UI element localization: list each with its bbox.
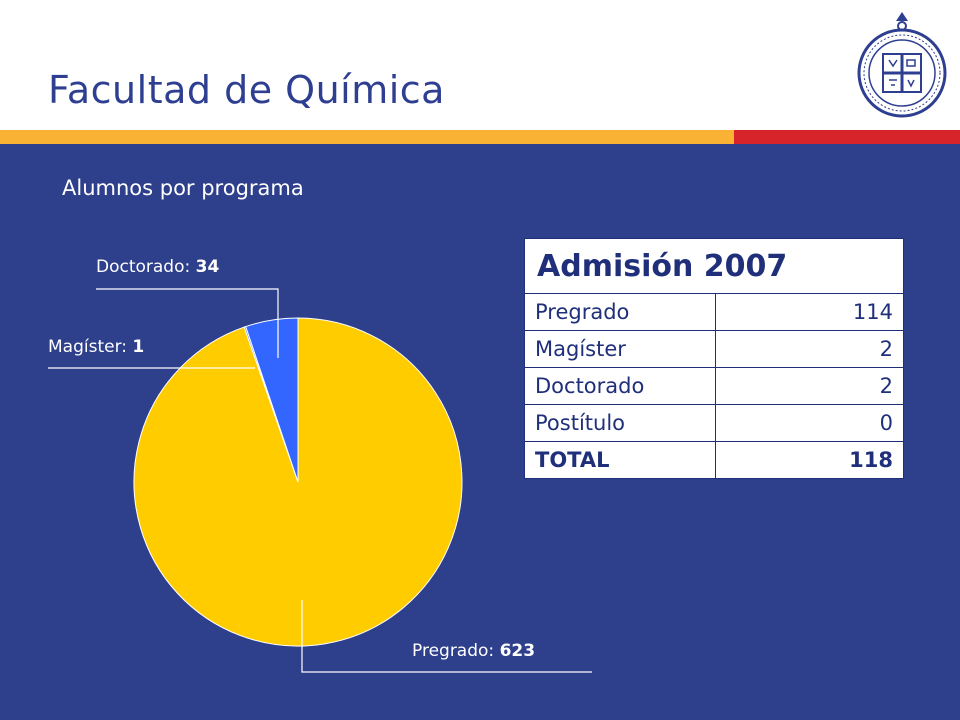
- row-label: Postítulo: [524, 404, 716, 442]
- pie-slices: [133, 317, 463, 647]
- table-row: Postítulo 0: [524, 404, 904, 442]
- total-label: TOTAL: [524, 441, 716, 479]
- accent-stripe-red: [734, 130, 960, 144]
- accent-stripe-orange: [0, 130, 734, 144]
- pie-leaders: [48, 288, 592, 673]
- seal-icon: [857, 12, 947, 118]
- slide-title: Facultad de Química: [48, 68, 445, 112]
- pie-slice-doctorado: [245, 317, 299, 483]
- pie-label-magister: Magíster: 1: [48, 337, 144, 357]
- table-title: Admisión 2007: [524, 238, 904, 294]
- pie-label-pregrado: Pregrado: 623: [412, 641, 535, 661]
- table-row: Doctorado 2: [524, 367, 904, 405]
- slide-subtitle: Alumnos por programa: [62, 176, 304, 200]
- row-label: Pregrado: [524, 293, 716, 331]
- table-row: Pregrado 114: [524, 293, 904, 331]
- row-label: Doctorado: [524, 367, 716, 405]
- row-value: 114: [715, 293, 904, 331]
- table-header-row: Admisión 2007: [524, 238, 904, 294]
- row-value: 0: [715, 404, 904, 442]
- table-total-row: TOTAL 118: [524, 441, 904, 479]
- slide-header: Facultad de Química: [0, 0, 960, 130]
- admission-table: Admisión 2007 Pregrado 114 Magíster 2 Do…: [524, 238, 904, 479]
- leader-line-pregrado: [301, 600, 592, 673]
- row-label: Magíster: [524, 330, 716, 368]
- row-value: 2: [715, 367, 904, 405]
- leader-line-doctorado: [96, 288, 279, 358]
- pie-label-doctorado: Doctorado: 34: [96, 257, 219, 277]
- row-value: 2: [715, 330, 904, 368]
- total-value: 118: [715, 441, 904, 479]
- table-row: Magíster 2: [524, 330, 904, 368]
